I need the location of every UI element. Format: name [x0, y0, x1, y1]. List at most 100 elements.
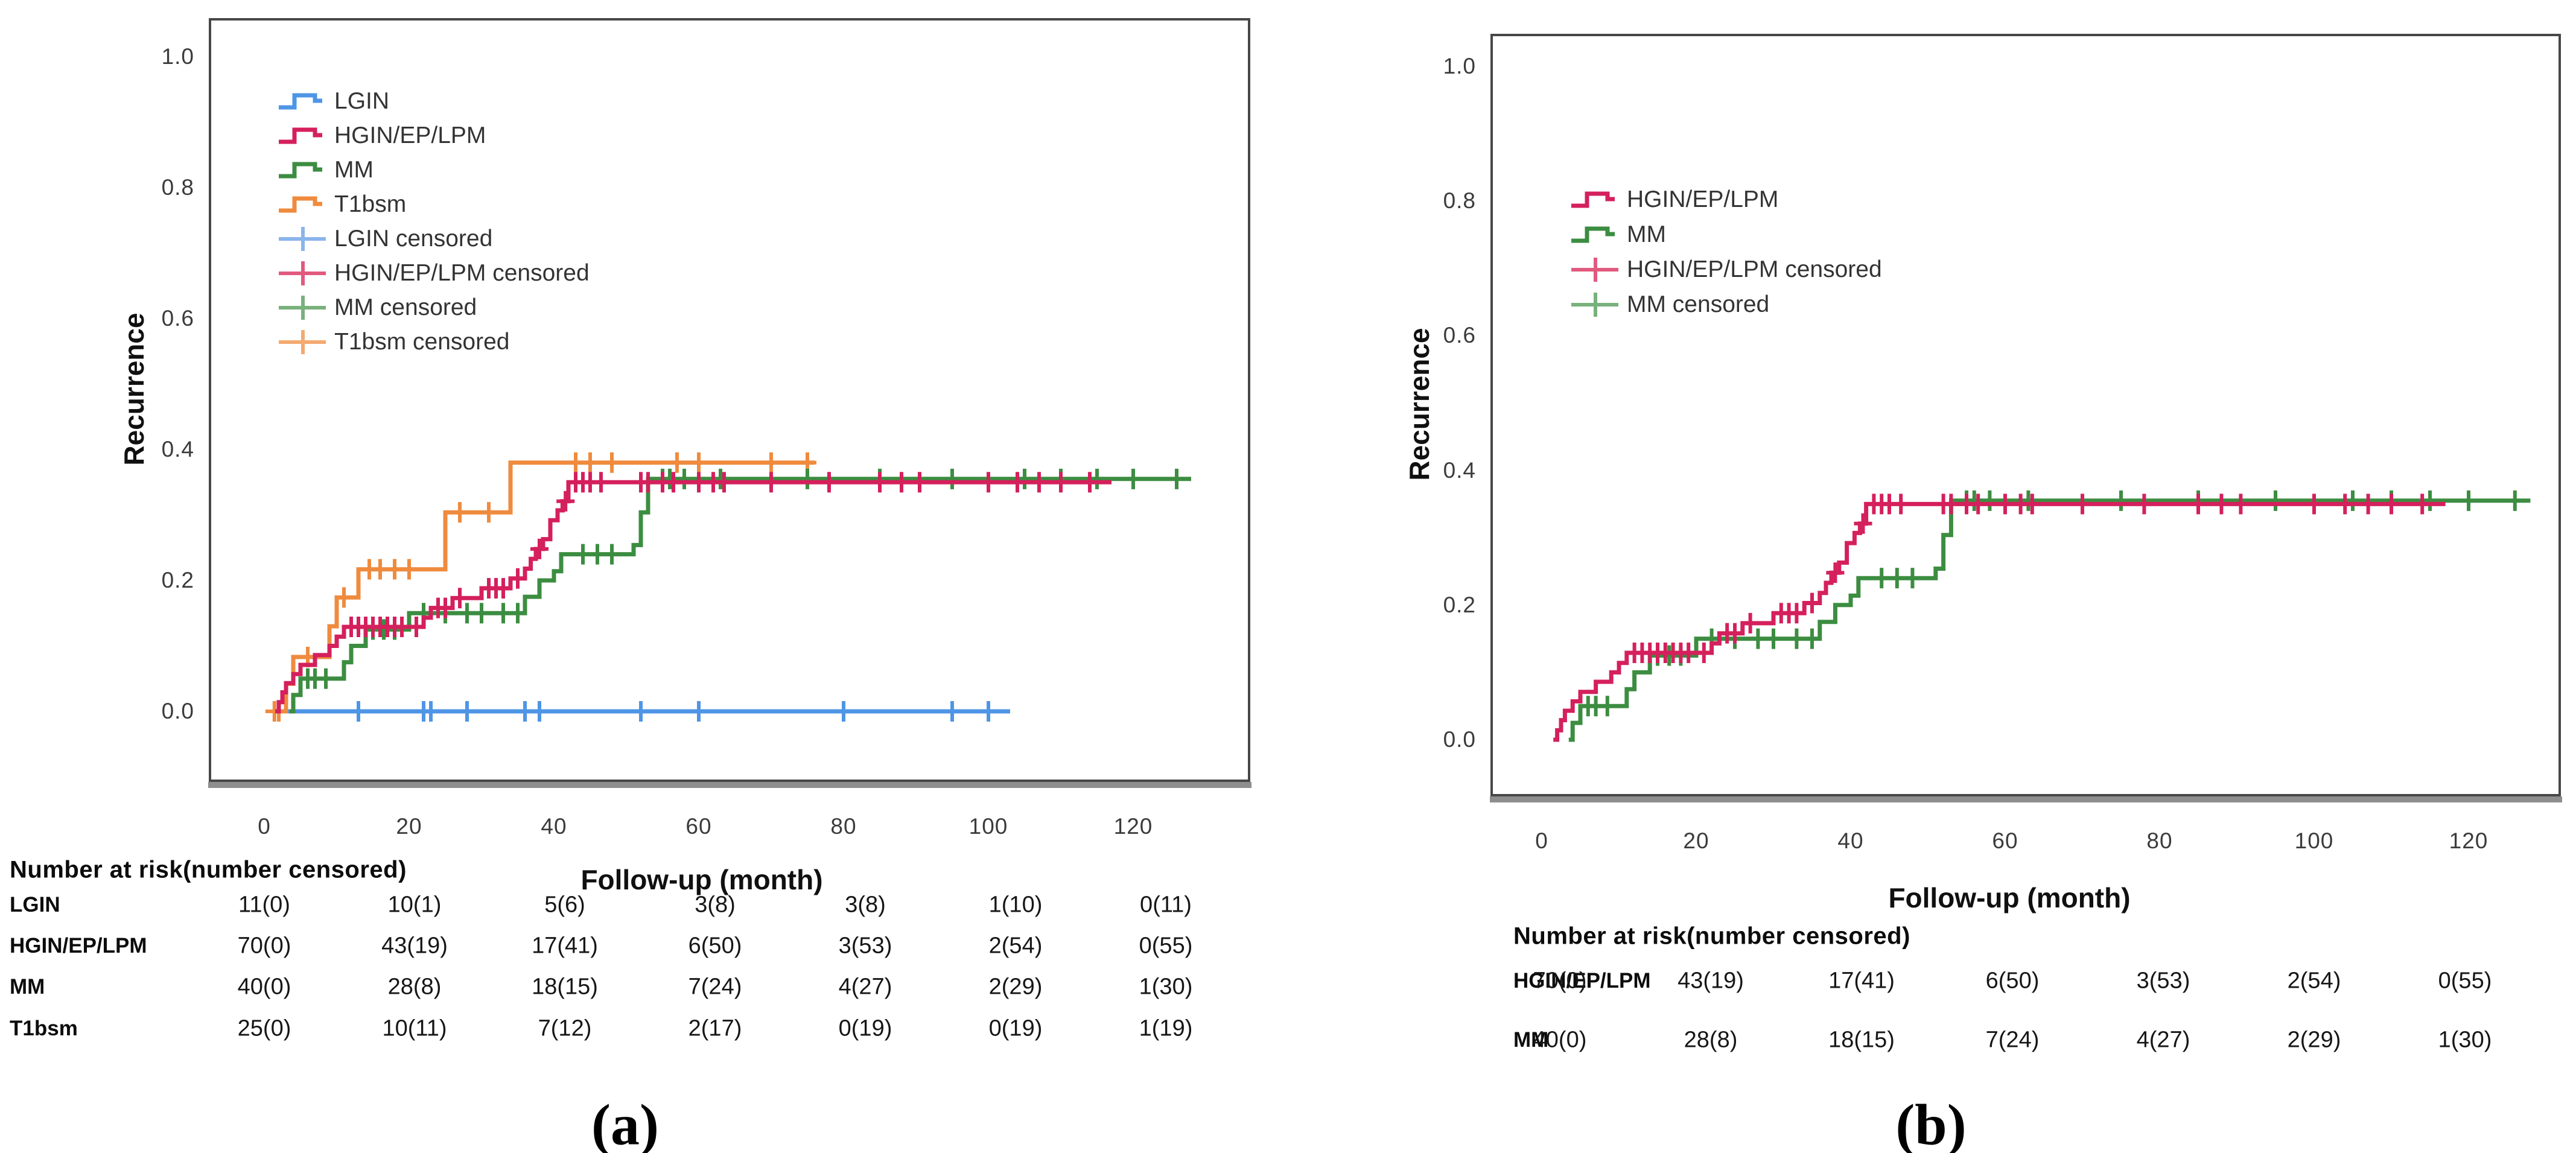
at-risk-cell-mm-m0-a: 40(0) — [237, 974, 291, 1000]
censor-mark-mm-b — [1887, 568, 1906, 589]
censor-mark-hgin-ep-lpm-a — [715, 472, 733, 493]
censor-mark-mm-b — [2266, 490, 2285, 511]
censor-mark-hgin-ep-lpm-b — [1826, 562, 1845, 583]
y-axis-title-b: Recurrence — [1404, 328, 1435, 481]
at-risk-cell-mm-m60-b: 7(24) — [1985, 1027, 2040, 1053]
legend-line-icon-mm-a — [279, 162, 322, 179]
legend-censored-icon-mm-censored-a — [279, 296, 326, 320]
at-risk-row-label-hgin-ep-lpm-a: HGIN/EP/LPM — [10, 934, 147, 958]
censor-mark-mm-b — [1764, 628, 1783, 649]
censor-mark-hgin-ep-lpm-b — [1996, 494, 2014, 515]
censor-mark-t1bsm-a — [400, 559, 418, 580]
censor-mark-mm-b — [1980, 490, 1999, 511]
censor-mark-lgin-a — [349, 701, 367, 722]
x-tick-label-b-100: 100 — [2294, 828, 2334, 853]
at-risk-cell-hgin-ep-lpm-m80-b: 3(53) — [2136, 968, 2190, 994]
censor-mark-t1bsm-a — [581, 452, 599, 473]
censor-mark-hgin-ep-lpm-b — [1726, 623, 1744, 644]
panel-caption-a: (a) — [591, 1092, 659, 1153]
at-risk-cell-mm-m20-b: 28(8) — [1684, 1027, 1738, 1053]
y-tick-label-b-0.4: 0.4 — [1443, 458, 1476, 483]
y-tick-label-a-0.6: 0.6 — [161, 306, 194, 331]
legend-line-icon-lgin-a — [279, 93, 322, 110]
y-tick-label-b-0.8: 0.8 — [1443, 188, 1476, 213]
at-risk-cell-lgin-m80-a: 3(8) — [845, 892, 886, 918]
at-risk-row-label-lgin-a: LGIN — [10, 893, 60, 916]
at-risk-cell-mm-m120-a: 1(30) — [1139, 974, 1193, 1000]
at-risk-cell-mm-m40-a: 18(15) — [532, 974, 598, 1000]
y-tick-label-a-0.2: 0.2 — [161, 568, 194, 592]
censor-mark-hgin-ep-lpm-b — [2023, 494, 2041, 515]
at-risk-cell-hgin-ep-lpm-m0-b: 70(0) — [1533, 968, 1587, 994]
censor-mark-hgin-ep-lpm-b — [2189, 494, 2207, 515]
at-risk-cell-hgin-ep-lpm-m40-b: 17(41) — [1828, 968, 1895, 994]
censor-mark-mm-b — [1872, 568, 1891, 589]
at-risk-cell-t1bsm-m40-a: 7(12) — [538, 1015, 592, 1041]
censor-mark-t1bsm-a — [762, 452, 780, 473]
legend-label-hgin-ep-lpm-censored-a: HGIN/EP/LPM censored — [334, 260, 590, 286]
x-axis-title-a: Follow-up (month) — [580, 864, 823, 895]
censor-mark-t1bsm-a — [668, 452, 686, 473]
censor-mark-hgin-ep-lpm-a — [509, 568, 527, 589]
at-risk-cell-hgin-ep-lpm-m120-a: 0(55) — [1139, 933, 1193, 959]
at-risk-cell-lgin-m60-a: 3(8) — [695, 892, 736, 918]
at-risk-row-label-t1bsm-a: T1bsm — [10, 1017, 78, 1040]
censor-mark-mm-a — [472, 603, 491, 624]
at-risk-cell-t1bsm-m100-a: 0(19) — [988, 1015, 1043, 1041]
censor-mark-lgin-a — [690, 701, 708, 722]
censor-mark-mm-b — [1803, 628, 1821, 649]
x-axis-title-b: Follow-up (month) — [1888, 882, 2131, 913]
censor-mark-hgin-ep-lpm-a — [762, 472, 780, 493]
x-tick-label-a-40: 40 — [541, 814, 567, 839]
at-risk-cell-mm-m80-a: 4(27) — [838, 974, 892, 1000]
y-tick-label-a-0.8: 0.8 — [161, 175, 194, 200]
y-tick-label-a-1.0: 1.0 — [161, 44, 194, 69]
plot-frame-shadow-a — [208, 782, 1251, 788]
panel-caption-b: (b) — [1895, 1092, 1967, 1153]
censor-mark-lgin-a — [835, 701, 853, 722]
at-risk-cell-t1bsm-m60-a: 2(17) — [688, 1015, 742, 1041]
censor-mark-mm-a — [603, 544, 621, 565]
legend-label-mm-censored-b: MM censored — [1627, 291, 1770, 317]
censor-mark-hgin-ep-lpm-b — [2231, 494, 2250, 515]
legend-label-t1bsm-a: T1bsm — [334, 191, 407, 217]
legend-label-mm-b: MM — [1627, 221, 1666, 247]
censor-mark-hgin-ep-lpm-b — [2382, 494, 2400, 515]
at-risk-cell-hgin-ep-lpm-m100-a: 2(54) — [988, 933, 1043, 959]
legend-line-icon-hgin-ep-lpm-b — [1571, 191, 1615, 208]
censor-mark-mm-a — [675, 468, 693, 489]
at-risk-cell-t1bsm-m120-a: 1(19) — [1139, 1015, 1193, 1041]
censor-mark-mm-a — [1124, 468, 1142, 489]
censor-mark-hgin-ep-lpm-a — [911, 472, 929, 493]
censor-mark-mm-a — [317, 668, 335, 689]
x-tick-label-a-80: 80 — [830, 814, 857, 839]
at-risk-cell-t1bsm-m80-a: 0(19) — [838, 1015, 892, 1041]
legend-label-hgin-ep-lpm-a: HGIN/EP/LPM — [334, 122, 486, 148]
censor-mark-mm-a — [798, 468, 816, 489]
censor-mark-hgin-ep-lpm-b — [1969, 494, 1988, 515]
censor-mark-hgin-ep-lpm-a — [1052, 472, 1070, 493]
censor-mark-mm-b — [1787, 628, 1806, 649]
censor-mark-lgin-a — [979, 701, 997, 722]
censor-mark-lgin-a — [943, 701, 961, 722]
at-risk-cell-hgin-ep-lpm-m0-a: 70(0) — [237, 933, 291, 959]
censor-mark-hgin-ep-lpm-b — [2073, 494, 2091, 515]
at-risk-cell-hgin-ep-lpm-m120-b: 0(55) — [2438, 968, 2492, 994]
at-risk-cell-hgin-ep-lpm-m40-a: 17(41) — [532, 933, 598, 959]
legend-label-hgin-ep-lpm-b: HGIN/EP/LPM — [1627, 186, 1779, 212]
x-tick-label-b-80: 80 — [2146, 828, 2173, 853]
curves-layer-a — [265, 452, 1191, 722]
legend-label-mm-a: MM — [334, 157, 374, 183]
censor-mark-t1bsm-a — [451, 502, 469, 523]
at-risk-cell-hgin-ep-lpm-m60-b: 6(50) — [1985, 968, 2040, 994]
legend-line-icon-mm-b — [1571, 226, 1615, 243]
censor-mark-hgin-ep-lpm-b — [2359, 494, 2377, 515]
at-risk-cell-mm-m100-a: 2(29) — [988, 974, 1043, 1000]
censor-mark-hgin-ep-lpm-a — [1008, 472, 1026, 493]
at-risk-row-label-hgin-ep-lpm-b: HGIN/EP/LPM — [1513, 969, 1651, 993]
censor-mark-hgin-ep-lpm-b — [1803, 592, 1821, 614]
censor-mark-hgin-ep-lpm-a — [664, 472, 682, 493]
at-risk-cell-hgin-ep-lpm-m80-a: 3(53) — [838, 933, 892, 959]
legend-label-mm-censored-a: MM censored — [334, 294, 477, 320]
